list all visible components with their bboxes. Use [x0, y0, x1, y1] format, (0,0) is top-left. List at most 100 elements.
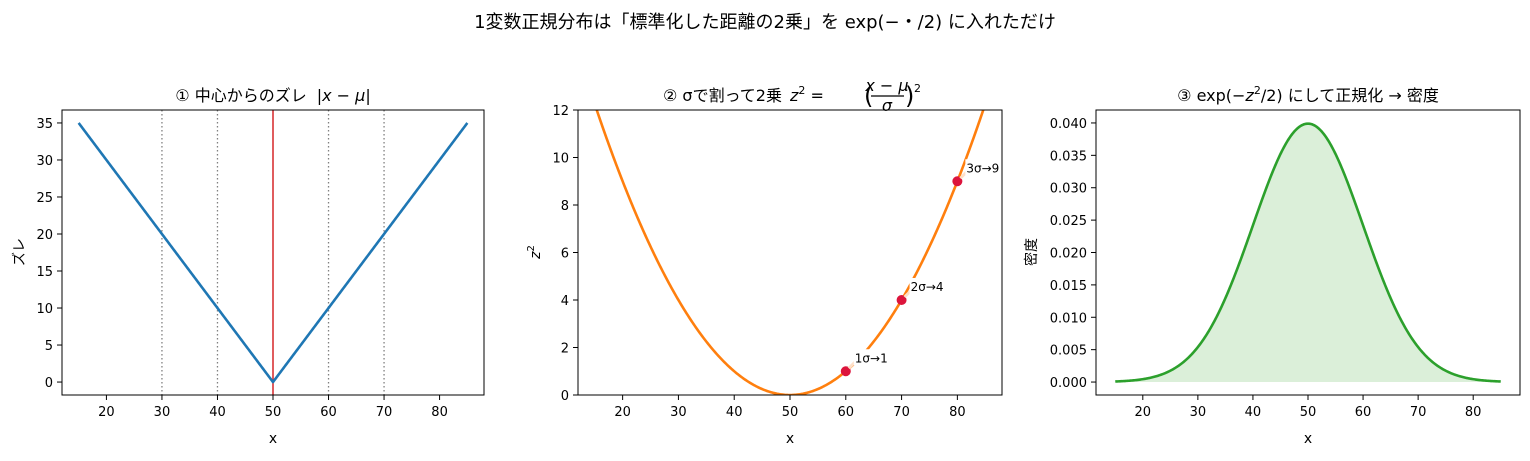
sigma-point-label-3: 3σ→9 [966, 161, 999, 175]
panel-1-x-ticks: 20 30 40 50 60 70 80 [98, 395, 448, 420]
panel-1-plot-area [77, 110, 469, 395]
density-area-fill [1115, 123, 1501, 383]
panel-2-z-squared: ② σで割って2乗 z2 = ( x − μ σ ) 2 1σ→12σ→43σ→9… [526, 76, 1006, 447]
y-tick-label: 2 [561, 342, 569, 357]
panel-2-title-denominator: σ [882, 96, 893, 115]
panel-3-x-ticks: 20 30 40 50 60 70 80 [1135, 395, 1482, 420]
panel-1-ylabel: ズレ [12, 238, 28, 266]
panel-2-plot-area: 1σ→1 2σ→4 3σ→9 [595, 110, 1006, 395]
x-tick-label: 70 [376, 405, 393, 420]
y-tick-label: 0.020 [1050, 247, 1087, 262]
x-tick-label: 30 [670, 405, 687, 420]
x-tick-label: 20 [98, 405, 115, 420]
panel-1-title: ① 中心からのズレ |x − μ| [175, 86, 370, 105]
panel-3-plot-area [1114, 122, 1502, 383]
series-line [595, 110, 985, 395]
panel-3-title-sup: 2 [1254, 84, 1261, 97]
panel-1-title-x: x [321, 86, 332, 105]
y-tick-label: 10 [552, 152, 569, 167]
panel-2-title-numerator: x − μ [864, 76, 908, 95]
panel-2-title-text: ② σで割って2乗 [663, 86, 782, 105]
y-tick-label: 20 [36, 228, 53, 243]
panel-1-title-bar-left: | [317, 86, 322, 105]
panel-2-x-ticks: 20 30 40 50 60 70 80 [614, 395, 966, 420]
x-tick-label: 50 [265, 405, 282, 420]
sigma-point-label-1: 1σ→1 [855, 351, 888, 365]
sigma-point-label-2: 2σ→4 [911, 280, 944, 294]
series-line [77, 122, 469, 384]
sigma-point-label-bg-3 [965, 159, 1006, 176]
y-tick-label: 12 [552, 104, 569, 119]
sigma-point-label-bg-1 [853, 349, 894, 366]
panel-1-title-mu: μ [354, 86, 365, 105]
panel-3-xlabel: x [1304, 431, 1312, 447]
x-tick-label: 60 [1355, 405, 1372, 420]
panel-2-marks [595, 110, 985, 395]
panel-2-title-exponent: 2 [914, 82, 921, 95]
y-tick-label: 35 [36, 117, 53, 132]
y-tick-label: 4 [561, 294, 569, 309]
x-tick-label: 60 [838, 405, 855, 420]
panel-2-title: ② σで割って2乗 z2 = [663, 84, 824, 105]
x-tick-label: 30 [154, 405, 171, 420]
panel-3-title-b: /2) にして正規化 → 密度 [1261, 86, 1439, 105]
y-tick-label: 6 [561, 247, 569, 262]
y-tick-label: 0.025 [1050, 214, 1087, 229]
panel-3-ylabel: 密度 [1023, 238, 1040, 266]
panel-2-title-sup: 2 [798, 84, 805, 97]
sigma-point-label-bg-2 [909, 278, 950, 294]
panel-2-title-z: z [789, 86, 799, 105]
x-tick-label: 70 [1410, 405, 1427, 420]
y-tick-label: 5 [45, 339, 53, 354]
y-tick-label: 15 [36, 265, 53, 280]
panel-2-ylabel-z: z [528, 251, 544, 260]
y-tick-label: 0.000 [1050, 376, 1087, 391]
y-tick-label: 30 [36, 154, 53, 169]
panel-1-title-bar-right: | [365, 86, 370, 105]
x-tick-label: 40 [1245, 405, 1262, 420]
y-tick-label: 0.035 [1050, 149, 1087, 164]
panel-2-ylabel: z2 [526, 245, 544, 260]
panel-1-xlabel: x [269, 431, 277, 447]
panel-1-marks [77, 110, 469, 395]
x-tick-label: 40 [209, 405, 226, 420]
panel-2-y-ticks: 0 2 4 6 8 10 12 [552, 104, 578, 404]
y-tick-label: 10 [36, 302, 53, 317]
panel-1-frame [61, 109, 485, 396]
panel-2-title-paren-right: ) [905, 82, 914, 110]
x-tick-label: 80 [431, 405, 448, 420]
y-tick-label: 8 [561, 199, 569, 214]
panel-3-frame [1095, 109, 1521, 396]
panel-2-xlabel: x [786, 431, 794, 447]
panel-2-title-paren-left: ( [864, 82, 873, 110]
panel-2-frame [577, 109, 1003, 396]
y-tick-label: 0 [45, 376, 53, 391]
x-tick-label: 80 [1465, 405, 1482, 420]
x-tick-label: 40 [726, 405, 743, 420]
x-tick-label: 20 [614, 405, 631, 420]
y-tick-label: 25 [36, 191, 53, 206]
y-tick-label: 0.015 [1050, 279, 1087, 294]
panel-2-title-eq: = [805, 86, 824, 105]
panel-1-title-minus: − [332, 86, 356, 105]
x-tick-label: 20 [1135, 405, 1152, 420]
panel-2-ylabel-sup: 2 [526, 245, 537, 251]
y-tick-label: 0.010 [1050, 311, 1087, 326]
panel-3-density: ③ exp(−z2/2) にして正規化 → 密度 20 30 40 50 60 70 80 … [1023, 84, 1521, 447]
panel-1-title-text: ① 中心からのズレ [175, 86, 306, 105]
x-tick-label: 80 [949, 405, 966, 420]
panel-2-title-fraction: ( x − μ σ ) 2 [864, 76, 921, 115]
panel-3-title-z: −z [1232, 86, 1254, 105]
x-tick-label: 70 [893, 405, 910, 420]
panel-1-y-ticks: 0 5 10 15 20 25 30 35 [36, 117, 62, 391]
figure-suptitle: 1変数正規分布は「標準化した距離の2乗」を exp(−・/2) に入れただけ [474, 12, 1056, 33]
y-tick-label: 0.030 [1050, 182, 1087, 197]
panel-3-y-ticks: 0.000 0.005 0.010 0.015 0.020 0.025 0.030 0.035… [1050, 117, 1096, 391]
x-tick-label: 30 [1190, 405, 1207, 420]
panel-3-title: ③ exp(−z2/2) にして正規化 → 密度 [1177, 84, 1439, 105]
sigma-point-2 [896, 295, 907, 305]
panel-3-marks [1114, 122, 1502, 383]
y-tick-label: 0.040 [1050, 117, 1087, 132]
y-tick-label: 0.005 [1050, 344, 1087, 359]
